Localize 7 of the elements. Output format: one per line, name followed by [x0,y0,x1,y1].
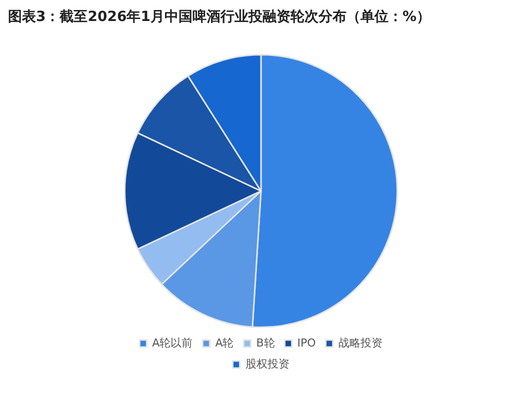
chart-title: 图表3：截至2026年1月中国啤酒行业投融资轮次分布（单位：%） [8,8,430,26]
legend-label: 战略投资 [338,336,382,350]
legend-label: B轮 [256,336,275,350]
legend-label: A轮以前 [152,336,193,350]
legend-label: IPO [297,336,316,350]
legend-label: 股权投资 [245,357,290,370]
legend-label: A轮 [215,336,234,350]
